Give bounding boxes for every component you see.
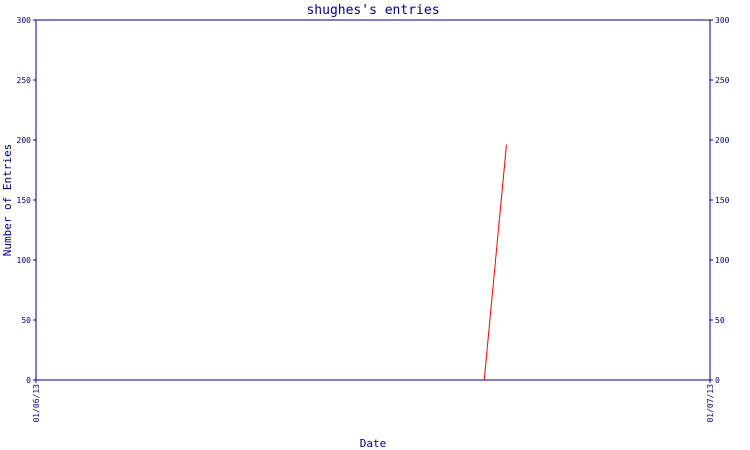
x-axis-label: Date — [360, 437, 387, 450]
right-y-tick-label: 200 — [715, 136, 730, 145]
left-y-tick-label: 150 — [17, 196, 32, 205]
x-axis: 01/06/13 01/07/13 — [32, 380, 715, 423]
right-y-tick-label: 150 — [715, 196, 730, 205]
left-y-tick-label: 100 — [17, 256, 32, 265]
right-y-tick-label: 50 — [715, 316, 725, 325]
left-y-tick-label: 50 — [21, 316, 31, 325]
chart-title: shughes's entries — [306, 3, 439, 18]
left-y-axis: 0 50 100 150 200 250 300 — [17, 16, 36, 385]
x-tick-label: 01/07/13 — [706, 384, 715, 423]
series-line — [483, 144, 507, 381]
series-layer — [483, 144, 507, 381]
y-axis-label: Number of Entries — [1, 144, 14, 257]
right-y-tick-label: 250 — [715, 76, 730, 85]
left-y-tick-label: 300 — [17, 16, 32, 25]
left-y-tick-label: 0 — [26, 376, 31, 385]
right-y-tick-label: 300 — [715, 16, 730, 25]
right-y-tick-label: 100 — [715, 256, 730, 265]
left-y-tick-label: 200 — [17, 136, 32, 145]
x-tick-label: 01/06/13 — [32, 384, 41, 423]
left-y-tick-label: 250 — [17, 76, 32, 85]
right-y-tick-label: 0 — [715, 376, 720, 385]
right-y-axis: 0 50 100 150 200 250 300 — [710, 16, 730, 385]
plot-area — [35, 19, 711, 381]
